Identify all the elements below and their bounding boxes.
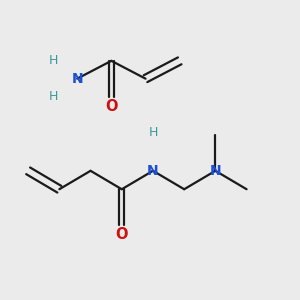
Text: H: H <box>49 90 58 103</box>
Text: O: O <box>105 99 118 114</box>
Text: H: H <box>148 126 158 139</box>
Text: H: H <box>49 54 58 67</box>
Text: N: N <box>71 72 83 86</box>
Text: O: O <box>116 227 128 242</box>
Text: N: N <box>210 164 221 178</box>
Text: N: N <box>147 164 159 178</box>
